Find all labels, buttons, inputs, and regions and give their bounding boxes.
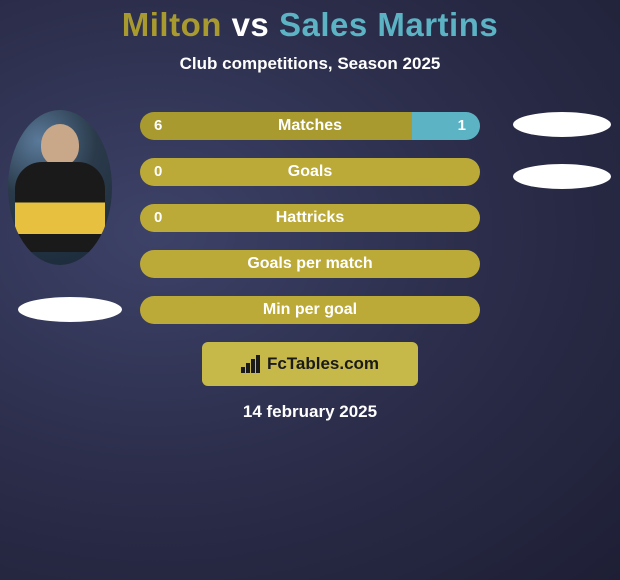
stat-bars: Matches61Goals0Hattricks0Goals per match… xyxy=(140,112,480,324)
player-b-photo-oval xyxy=(513,112,611,137)
page-title: Milton vs Sales Martins xyxy=(0,0,620,44)
stat-bar-seg-a xyxy=(140,250,480,278)
stat-bar: Goals0 xyxy=(140,158,480,186)
stat-bar-value-a: 0 xyxy=(154,204,162,232)
stat-bar-seg-b xyxy=(412,112,480,140)
title-vs: vs xyxy=(232,6,270,43)
subtitle: Club competitions, Season 2025 xyxy=(0,54,620,74)
player-a-photo xyxy=(8,110,112,265)
player-b-name-oval xyxy=(513,164,611,189)
stat-bar-seg-a xyxy=(140,112,412,140)
brand-text: FcTables.com xyxy=(267,354,379,374)
title-player-b: Sales Martins xyxy=(279,6,498,43)
stat-bar-seg-a xyxy=(140,158,480,186)
stat-bar: Matches61 xyxy=(140,112,480,140)
brand-badge: FcTables.com xyxy=(202,342,418,386)
stat-bar-value-b: 1 xyxy=(458,112,466,140)
stat-bar: Hattricks0 xyxy=(140,204,480,232)
title-player-a: Milton xyxy=(122,6,222,43)
stat-bar: Min per goal xyxy=(140,296,480,324)
stat-bar: Goals per match xyxy=(140,250,480,278)
stat-bar-seg-a xyxy=(140,296,480,324)
date-label: 14 february 2025 xyxy=(0,402,620,422)
stat-bar-value-a: 6 xyxy=(154,112,162,140)
stat-bar-value-a: 0 xyxy=(154,158,162,186)
stat-bar-seg-a xyxy=(140,204,480,232)
brand-chart-icon xyxy=(241,355,263,373)
player-a-name-oval xyxy=(18,297,122,322)
comparison-content: Matches61Goals0Hattricks0Goals per match… xyxy=(0,112,620,422)
